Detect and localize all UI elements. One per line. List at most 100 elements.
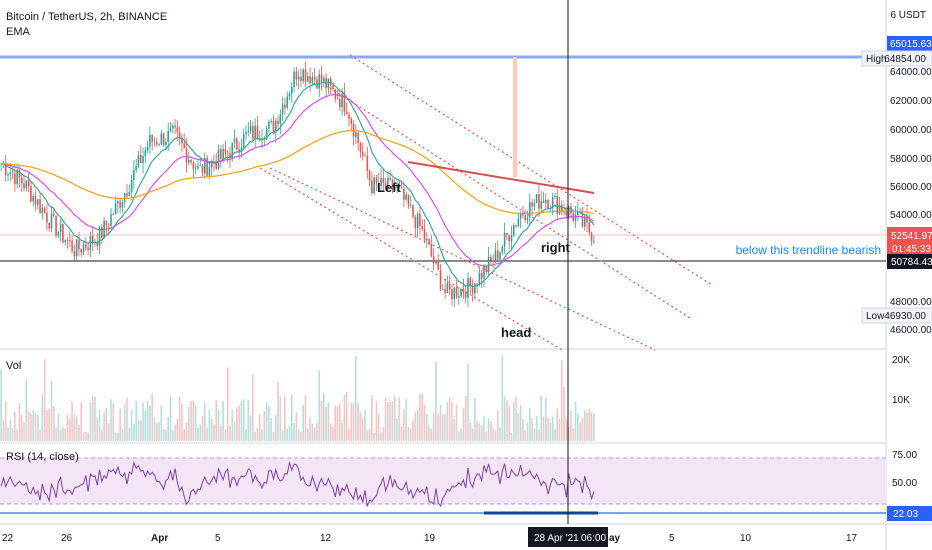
volume-bar — [281, 430, 284, 441]
candle-body — [588, 222, 591, 233]
candle-body — [240, 147, 243, 153]
rsi-tick: 50.00 — [892, 478, 917, 489]
candle-body — [448, 283, 451, 290]
volume-bar — [240, 401, 243, 441]
volume-bar — [187, 406, 190, 441]
volume-bar — [128, 427, 131, 441]
candle-body — [98, 227, 101, 247]
volume-bar — [359, 411, 362, 441]
volume-bar — [590, 412, 593, 441]
volume-bar — [368, 428, 371, 441]
crosshair-price-tag — [887, 254, 932, 269]
candle-body — [208, 167, 211, 176]
volume-bar — [476, 420, 478, 441]
volume-bar — [453, 418, 456, 441]
volume-bar — [405, 399, 408, 441]
volume-bar — [522, 419, 524, 441]
volume-bar — [306, 428, 309, 441]
candle-body — [316, 79, 318, 89]
volume-bar — [41, 394, 44, 441]
volume-bar — [471, 428, 474, 441]
candle-body — [245, 132, 247, 135]
candle-body — [279, 114, 282, 125]
candle-body — [144, 150, 147, 157]
volume-bar — [162, 429, 165, 441]
volume-bar — [73, 414, 76, 441]
candle-body — [231, 142, 234, 159]
price-tick: 60000.00 — [890, 125, 932, 136]
candle-body — [446, 283, 449, 293]
candle-body — [224, 148, 227, 153]
candle-body — [398, 185, 401, 188]
volume-bar — [85, 431, 87, 441]
volume-bar — [91, 395, 94, 441]
volume-bar — [242, 399, 245, 441]
candle-body — [4, 164, 7, 176]
candle-body — [158, 144, 160, 146]
candle-body — [512, 225, 515, 236]
volume-bar — [14, 411, 16, 441]
price-tick: 64000.00 — [890, 67, 932, 78]
candle-body — [467, 277, 469, 298]
volume-bar — [446, 402, 449, 441]
candle-body — [469, 277, 472, 287]
candle-body — [27, 180, 30, 187]
volume-bar — [364, 409, 366, 441]
candle-body — [490, 256, 492, 261]
volume-bar — [462, 408, 465, 441]
candle-body — [62, 224, 64, 243]
volume-bar — [570, 410, 572, 441]
volume-bar — [483, 415, 485, 441]
candle-body — [565, 211, 568, 216]
candle-body — [487, 256, 490, 272]
volume-bar — [4, 401, 7, 441]
candle-body — [547, 199, 549, 209]
descending-channel[interactable] — [259, 54, 713, 351]
candle-body — [46, 213, 48, 223]
volume-bar — [458, 431, 460, 441]
volume-bar — [389, 402, 391, 441]
candle-body — [355, 132, 357, 137]
volume-bar — [313, 427, 316, 441]
volume-bar — [34, 413, 37, 441]
volume-bar — [252, 374, 254, 441]
volume-bar — [577, 414, 579, 441]
price-axis[interactable]: 6 USDT 64000.00 62000.00 60000.00 58000.… — [861, 10, 932, 521]
volume-bar — [190, 401, 192, 441]
volume-bar — [341, 422, 343, 441]
price-tick: 62000.00 — [890, 96, 932, 107]
volume-bar — [256, 428, 259, 441]
candle-body — [476, 283, 478, 286]
candle-body — [297, 76, 300, 80]
volume-bar — [192, 400, 195, 441]
volume-bar — [412, 420, 414, 441]
ema-slow-line — [1, 130, 595, 215]
crosshair-price-value: 50784.43 — [891, 257, 932, 268]
volume-bar — [316, 422, 318, 441]
volume-bar — [210, 418, 213, 441]
time-axis[interactable]: 22 26 Apr 5 12 19 5 10 17 28 Apr '21 06:… — [2, 527, 858, 547]
trendline-note: below this trendline bearish — [736, 243, 881, 257]
volume-bar — [526, 422, 529, 441]
candle-body — [30, 186, 32, 202]
candle-body — [400, 187, 403, 189]
volume-bar — [258, 414, 261, 441]
volume-bar — [229, 425, 231, 441]
volume-bar — [261, 429, 263, 441]
candle-body — [256, 125, 259, 139]
volume-bar — [558, 418, 561, 441]
candle-body — [593, 241, 595, 242]
neckline-trendline[interactable] — [407, 161, 595, 194]
candle-body — [215, 163, 218, 169]
volume-bar — [414, 411, 417, 441]
candle-body — [384, 183, 387, 188]
volume-bar — [409, 428, 412, 441]
candle-body — [210, 161, 213, 168]
volume-bar — [437, 413, 440, 441]
volume-bar — [304, 394, 307, 441]
candle-body — [563, 211, 565, 213]
candle-body — [281, 104, 284, 115]
candle-body — [581, 212, 584, 227]
volume-bar — [593, 413, 595, 441]
